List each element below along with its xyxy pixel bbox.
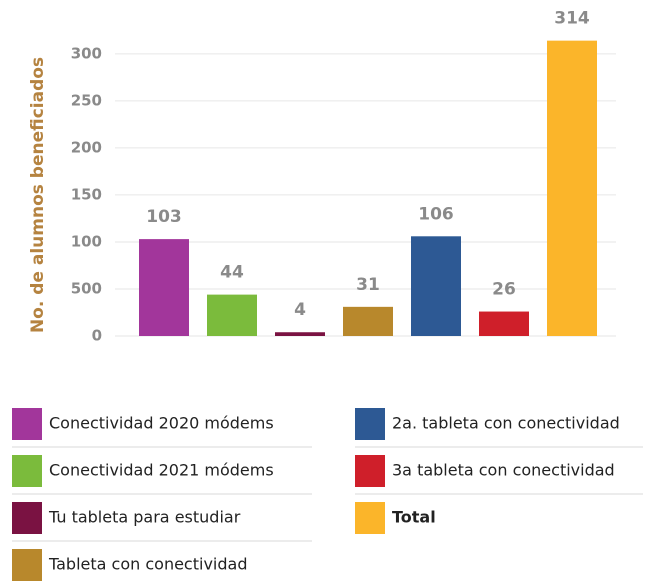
- value-label: 31: [356, 275, 380, 295]
- legend-label: Total: [392, 508, 436, 527]
- legend-swatch: [12, 455, 42, 487]
- legend-label: Conectividad 2020 módems: [49, 414, 274, 433]
- y-tick-label: 0: [92, 327, 102, 345]
- legend-label: 2a. tableta con conectividad: [392, 414, 620, 433]
- legend-label: Tu tableta para estudiar: [48, 508, 241, 527]
- legend-label: 3a tableta con conectividad: [392, 461, 615, 480]
- value-label: 314: [554, 9, 590, 29]
- bar: [343, 306, 393, 336]
- y-tick-label: 250: [71, 91, 102, 109]
- legend-swatch: [355, 455, 385, 487]
- legend-swatch: [355, 502, 385, 534]
- legend-swatch: [12, 502, 42, 534]
- value-label: 103: [146, 207, 182, 227]
- legend-label: Tableta con conectividad: [48, 555, 247, 574]
- legend-swatch: [355, 408, 385, 440]
- bar: [275, 332, 325, 336]
- y-axis-title: No. de alumnos beneficiados: [28, 57, 48, 333]
- value-label: 26: [492, 280, 516, 300]
- bar: [207, 294, 257, 336]
- bar: [479, 311, 529, 336]
- y-tick-label: 300: [71, 44, 102, 62]
- y-tick-label: 500: [71, 279, 102, 297]
- legend-swatch: [12, 408, 42, 440]
- y-tick-label: 100: [71, 232, 102, 250]
- legend-label: Conectividad 2021 módems: [49, 461, 274, 480]
- bar: [547, 40, 597, 337]
- value-label: 106: [418, 204, 454, 224]
- y-tick-label: 200: [71, 138, 102, 156]
- legend-swatch: [12, 549, 42, 581]
- value-label: 44: [220, 263, 244, 283]
- y-tick-label: 150: [71, 185, 102, 203]
- bar: [411, 236, 461, 336]
- bar: [139, 239, 189, 336]
- value-label: 4: [294, 300, 306, 320]
